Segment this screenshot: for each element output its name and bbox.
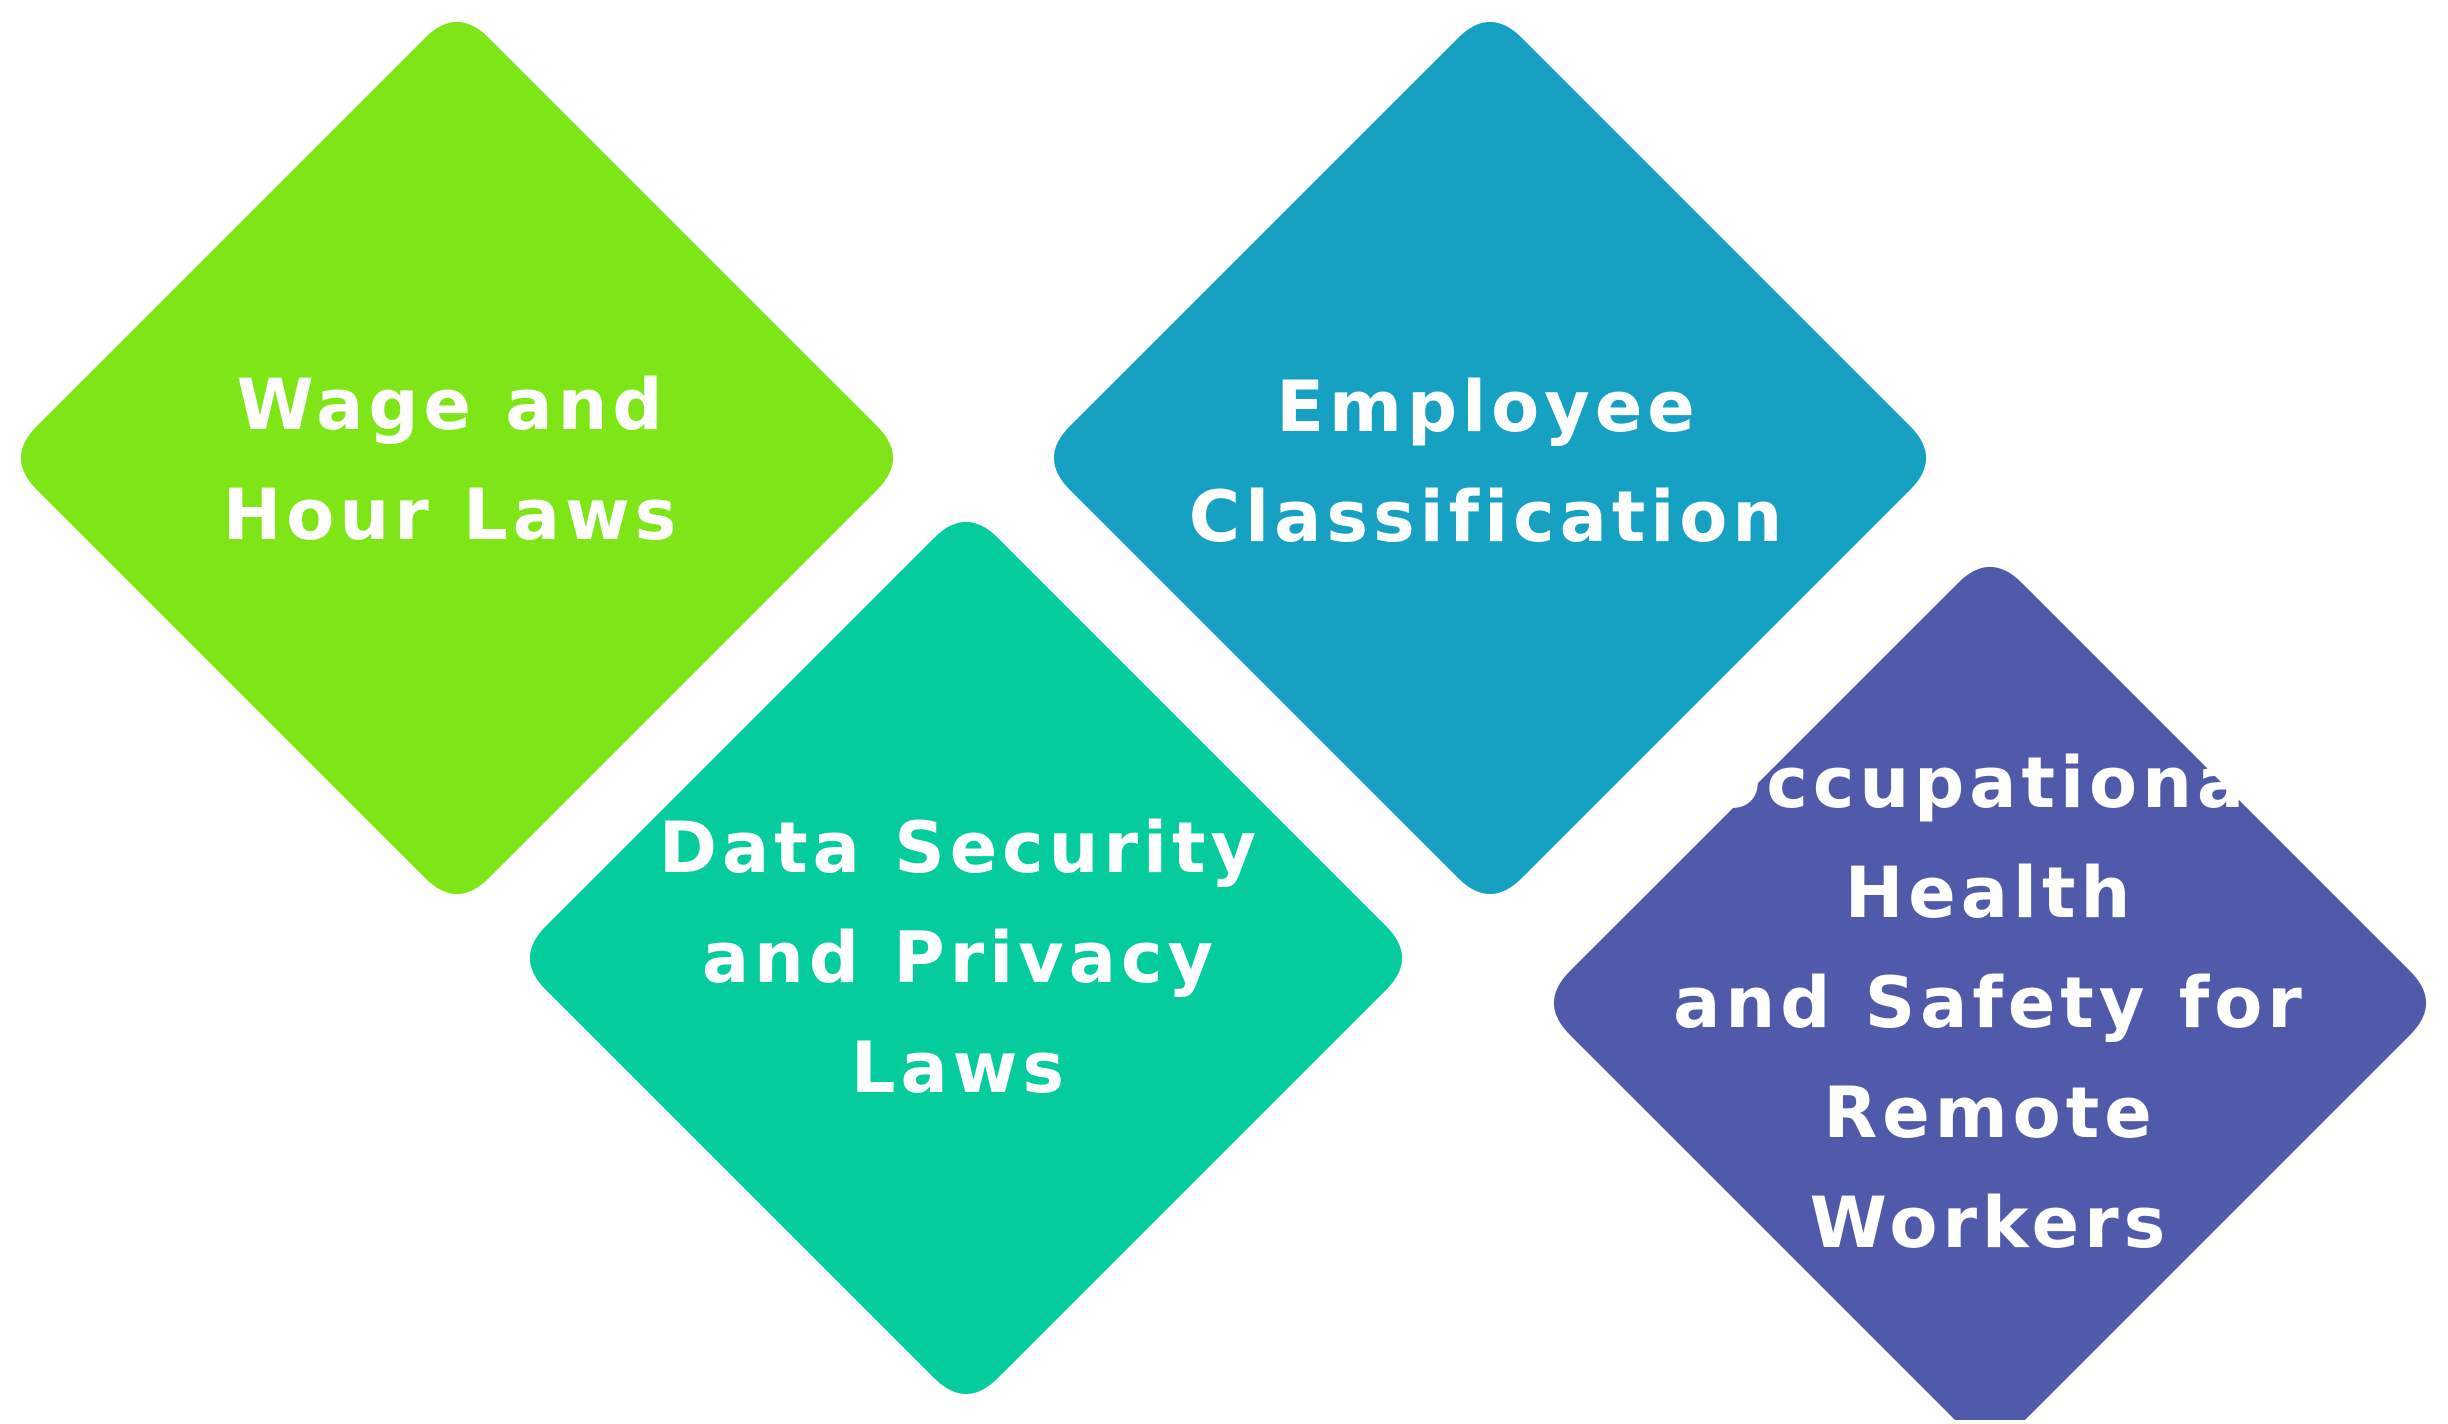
- diamond-wage-and-hour-laws: [20, 21, 894, 895]
- label-line: and Safety for: [1673, 962, 2307, 1044]
- label-line: Hour Laws: [222, 474, 682, 556]
- diamond-shape: [1053, 21, 1927, 895]
- diamond-shape: [529, 521, 1403, 1395]
- diamond-occupational-health-and-safety: [1553, 566, 2427, 1424]
- diamond-employee-classification: [1053, 21, 1927, 895]
- label-line: Employee: [1276, 366, 1700, 448]
- diamond-data-security-and-privacy-laws: [529, 521, 1403, 1395]
- diamond-shape: [20, 21, 894, 895]
- label-line: Occupational: [1701, 742, 2279, 824]
- label-employee-classification: Employee Classification: [1189, 352, 1788, 572]
- label-line: Remote: [1823, 1072, 2157, 1154]
- label-line: Classification: [1188, 476, 1788, 558]
- diamond-shape: [1553, 566, 2427, 1424]
- label-line: Wage and: [236, 364, 668, 446]
- label-data-security-and-privacy-laws: Data Security and Privacy Laws: [659, 793, 1261, 1123]
- label-wage-and-hour-laws: Wage and Hour Laws: [223, 350, 682, 570]
- label-line: Workers: [1809, 1182, 2171, 1264]
- label-line: Data Security: [658, 807, 1262, 889]
- label-line: and Privacy: [701, 917, 1219, 999]
- label-line: Health: [1844, 852, 2136, 934]
- label-line: Laws: [850, 1027, 1070, 1109]
- label-occupational-health-and-safety: Occupational Health and Safety for Remot…: [1673, 728, 2307, 1278]
